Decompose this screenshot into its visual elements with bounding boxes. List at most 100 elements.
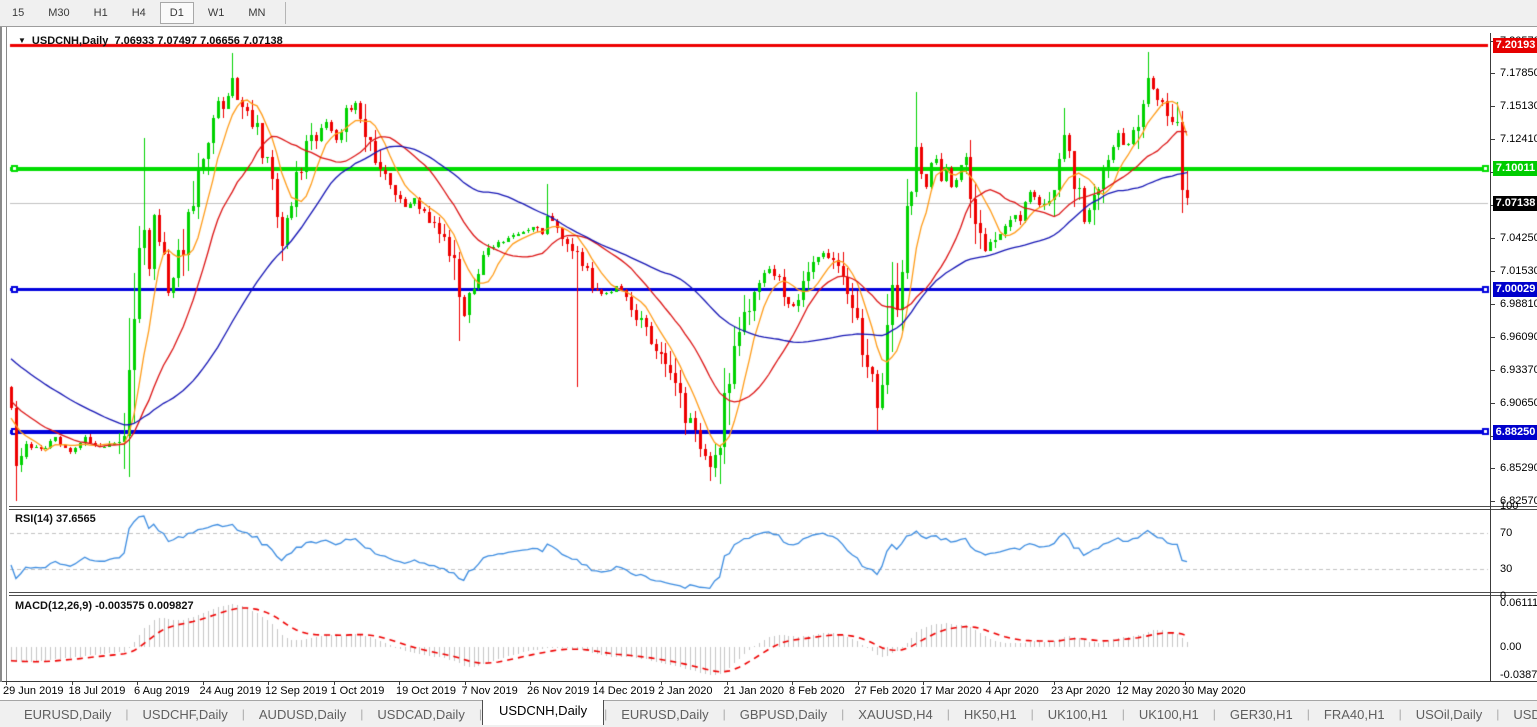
price-tick-mark xyxy=(1491,73,1495,75)
chart-tabs: EURUSD,Daily | USDCHF,Daily | AUDUSD,Daily | U… xyxy=(10,698,1537,726)
chart-menu-arrow-icon[interactable]: ▼ xyxy=(18,36,26,45)
chart-tab-usdchf[interactable]: USDCHF,Daily xyxy=(142,706,228,722)
date-label: 27 Feb 2020 xyxy=(854,685,917,697)
price-tick-mark xyxy=(1491,271,1495,273)
rsi-tick-label: 0 xyxy=(1500,590,1507,602)
date-tick-mark xyxy=(726,682,728,685)
date-tick-mark xyxy=(530,682,531,685)
timeframe-button-h1[interactable]: H1 xyxy=(93,7,108,19)
chart-tab-uk100[interactable]: UK100,H1 xyxy=(1138,706,1199,722)
price-tick-label: 6.96090 xyxy=(1500,331,1537,344)
date-tick-mark xyxy=(1054,682,1055,685)
tab-separator: | xyxy=(604,707,608,721)
chart-symbol: USDCNH,Daily xyxy=(31,35,109,47)
date-tick-mark xyxy=(988,682,990,685)
date-label: 29 Jun 2019 xyxy=(3,685,64,697)
date-label: 12 May 2020 xyxy=(1116,685,1181,697)
tab-separator: | xyxy=(360,707,364,721)
timeframe-button-d1[interactable]: D1 xyxy=(159,2,194,24)
price-tick-label: 7.12410 xyxy=(1500,133,1537,146)
tab-separator: | xyxy=(946,707,950,721)
timeframe-button-15[interactable]: 15 xyxy=(12,7,25,19)
date-label: 24 Aug 2019 xyxy=(199,685,262,697)
macd-tick-label: 0.00 xyxy=(1500,641,1522,653)
price-tick-mark xyxy=(1491,403,1495,405)
chart-tab-ger30[interactable]: GER30,H1 xyxy=(1229,706,1293,722)
date-label: 4 Apr 2020 xyxy=(985,685,1039,697)
date-tick-mark xyxy=(1119,682,1121,685)
date-label: 18 Jul 2019 xyxy=(68,685,126,697)
price-tick-label: 6.93370 xyxy=(1500,364,1537,377)
price-tick-label: 6.85290 xyxy=(1500,462,1537,475)
chart-bottom-border xyxy=(2,681,1537,682)
panel-separator-rsi[interactable] xyxy=(9,506,1537,510)
tab-separator: | xyxy=(125,707,129,721)
timeframe-button-m30[interactable]: M30 xyxy=(48,7,70,19)
date-tick-mark xyxy=(464,682,466,685)
date-label: 19 Oct 2019 xyxy=(396,685,456,697)
price-tick-label: 7.01530 xyxy=(1500,265,1537,278)
date-label: 14 Dec 2019 xyxy=(592,685,655,697)
chart-tab-xauusd[interactable]: XAUUSD,H4 xyxy=(858,706,933,722)
tab-separator: | xyxy=(241,707,245,721)
rsi-tick-label: 30 xyxy=(1500,563,1513,575)
date-label: 26 Nov 2019 xyxy=(527,685,590,697)
chart-tab-audusd[interactable]: AUDUSD,Daily xyxy=(258,706,347,722)
chart-tab-hk50[interactable]: HK50,H1 xyxy=(963,706,1017,722)
rsi-tick-label: 100 xyxy=(1500,500,1519,512)
price-tick-mark xyxy=(1491,337,1495,339)
timeframe-button-h4[interactable]: H4 xyxy=(131,7,146,19)
tab-separator: | xyxy=(841,707,845,721)
macd-tick-label: -0.038777 xyxy=(1500,668,1537,681)
ohlc-low: 7.06656 xyxy=(200,35,240,47)
date-tick-mark xyxy=(333,682,335,685)
chart-tab-usdjpy[interactable]: USDJPY,H1 xyxy=(1513,706,1537,722)
price-badge: 7.10011 xyxy=(1493,161,1537,177)
price-tick-mark xyxy=(1491,106,1495,108)
price-badge: 7.07138 xyxy=(1493,195,1537,211)
chart-tab-usoil[interactable]: USOil,Daily xyxy=(1415,706,1483,722)
date-tick-mark xyxy=(661,682,662,685)
price-tick-label: 7.04250 xyxy=(1500,232,1537,245)
chart-tab-gbpusd[interactable]: GBPUSD,Daily xyxy=(739,706,828,722)
date-label: 30 May 2020 xyxy=(1182,685,1246,697)
price-tick-label: 6.90650 xyxy=(1500,397,1537,410)
date-axis[interactable]: 29 Jun 2019 18 Jul 2019 6 Aug 2019 24 Aug 2… xyxy=(0,682,1537,700)
date-tick-mark xyxy=(202,682,204,685)
timeframe-button-w1[interactable]: W1 xyxy=(207,7,225,19)
chart-tab-fra40[interactable]: FRA40,H1 xyxy=(1323,706,1385,722)
price-badge: 6.88250 xyxy=(1493,424,1537,440)
chart-tab-uk100[interactable]: UK100,H1 xyxy=(1047,706,1108,722)
price-tick-label: 7.17850 xyxy=(1500,67,1537,80)
tab-separator: | xyxy=(1121,707,1125,721)
panel-separator-macd[interactable] xyxy=(9,592,1537,596)
price-tick-mark xyxy=(1491,139,1495,141)
tab-separator: | xyxy=(1030,707,1034,721)
ohlc-open: 7.06933 xyxy=(114,35,155,47)
tab-separator: | xyxy=(1212,707,1216,721)
chart-tab-eurusd[interactable]: EURUSD,Daily xyxy=(24,706,112,722)
chart-tab-usdcad[interactable]: USDCAD,Daily xyxy=(377,706,465,722)
chart-title: ▼ USDCNH,Daily 7.06933 7.07497 7.06656 7.… xyxy=(18,35,283,47)
price-tick-mark xyxy=(1491,468,1495,470)
chart-canvas[interactable] xyxy=(2,27,1537,682)
timeframe-toolbar: 15 M30 H1 H4 D1 W1 MN xyxy=(0,0,1537,27)
chart-tab-eurusd[interactable]: EURUSD,Daily xyxy=(621,706,709,722)
ohlc-close: 7.07138 xyxy=(242,35,283,47)
tab-separator: | xyxy=(722,707,726,721)
price-tick-mark xyxy=(1491,501,1495,503)
price-axis[interactable]: 7.205707.178507.151307.124107.096907.069… xyxy=(1491,27,1537,682)
date-label: 1 Oct 2019 xyxy=(330,685,385,697)
timeframe-button-mn[interactable]: MN xyxy=(248,7,266,19)
ohlc-high: 7.07497 xyxy=(157,35,198,47)
chart-window: ▼ USDCNH,Daily 7.06933 7.07497 7.06656 7.… xyxy=(0,27,1537,682)
rsi-tick-label: 70 xyxy=(1500,527,1513,539)
price-tick-mark xyxy=(1491,370,1495,372)
date-tick-mark xyxy=(857,682,859,685)
tab-separator: | xyxy=(1398,707,1402,721)
chart-tab-usdcnh[interactable]: USDCNH,Daily xyxy=(481,698,605,725)
rsi-indicator-label: RSI(14) 37.6565 xyxy=(15,513,96,525)
date-tick-mark xyxy=(595,682,597,685)
date-tick-mark xyxy=(71,682,73,685)
price-tick-mark xyxy=(1491,238,1495,240)
